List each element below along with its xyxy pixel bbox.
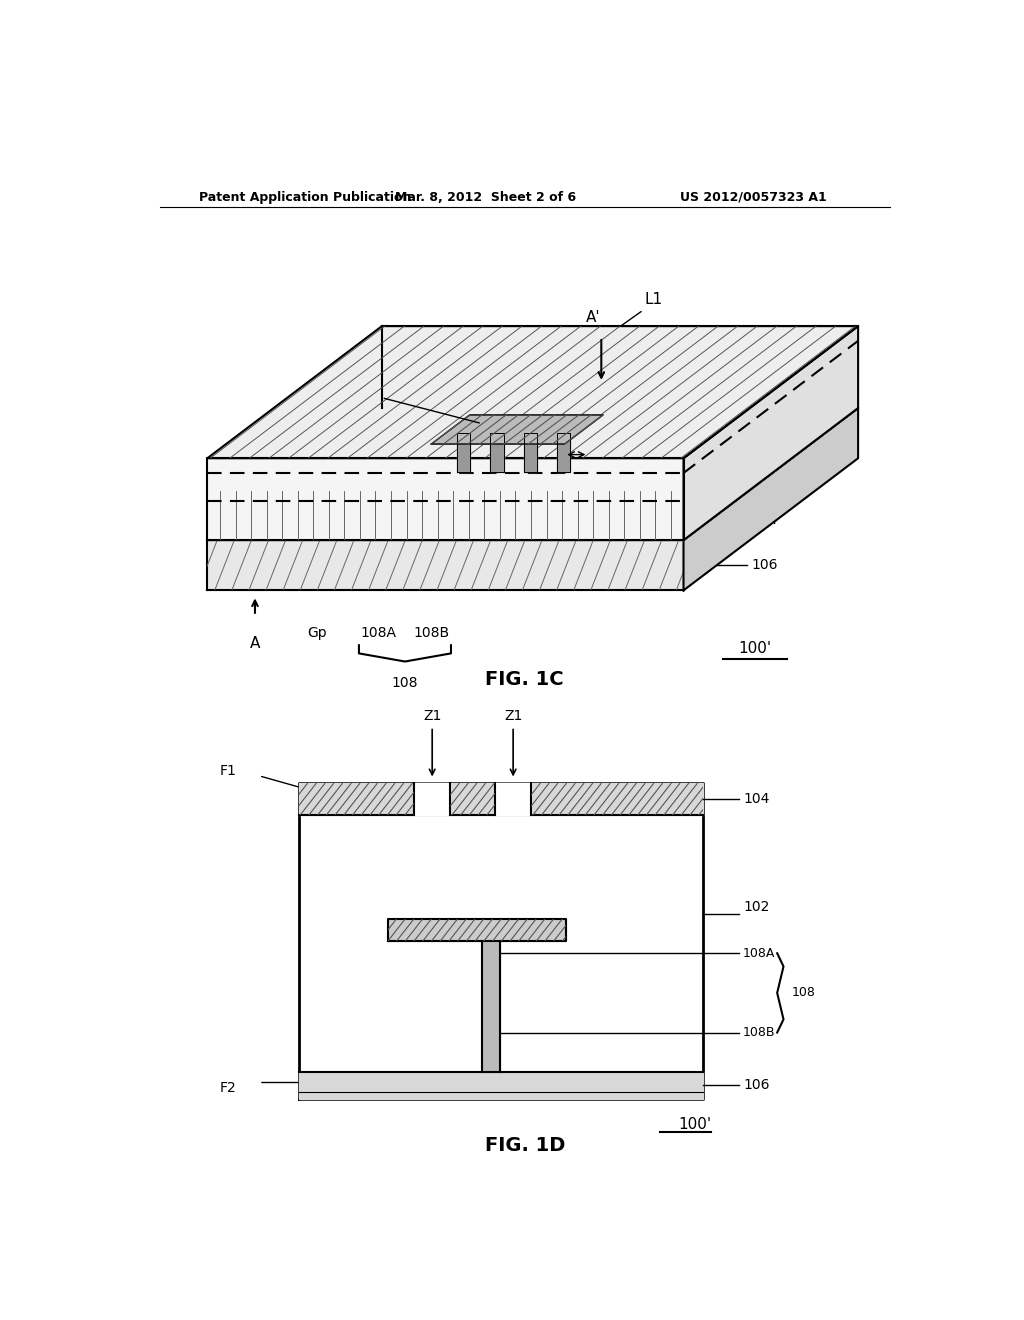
Text: Patent Application Publication: Patent Application Publication [200,191,412,203]
Polygon shape [207,458,684,540]
Polygon shape [388,919,565,941]
Text: US 2012/0057323 A1: US 2012/0057323 A1 [680,191,826,203]
Text: 104: 104 [751,512,777,527]
Text: 100': 100' [678,1117,712,1131]
Text: F2: F2 [219,1081,236,1094]
Text: F1: F1 [746,441,764,454]
Text: 102: 102 [743,900,769,913]
Text: 102: 102 [751,471,777,484]
Text: 108B: 108B [413,626,450,640]
Text: 106: 106 [743,1078,770,1092]
Polygon shape [414,784,451,814]
Text: FIG. 1D: FIG. 1D [484,1137,565,1155]
Polygon shape [482,941,500,1072]
Polygon shape [299,784,703,814]
Text: Z1: Z1 [423,709,441,722]
Text: 108: 108 [792,986,815,999]
Text: 108A: 108A [743,946,775,960]
Polygon shape [684,326,858,540]
Text: 106: 106 [751,558,777,573]
Text: 108A: 108A [360,626,396,640]
Text: 108B: 108B [743,1026,775,1039]
Text: F2: F2 [735,494,752,508]
Polygon shape [299,1072,703,1098]
Polygon shape [684,408,858,590]
Text: Z1: Z1 [504,709,522,722]
Text: A': A' [586,310,601,325]
Polygon shape [207,408,858,540]
Text: 108: 108 [392,676,418,690]
Polygon shape [523,433,537,471]
Text: 100': 100' [738,642,771,656]
Polygon shape [207,326,858,458]
Polygon shape [431,414,603,444]
Text: Mar. 8, 2012  Sheet 2 of 6: Mar. 8, 2012 Sheet 2 of 6 [394,191,575,203]
Text: F1: F1 [219,764,237,777]
Polygon shape [490,433,504,471]
Polygon shape [457,433,470,471]
Text: L1: L1 [645,292,664,306]
Text: FIG. 1C: FIG. 1C [485,669,564,689]
Polygon shape [495,784,531,814]
Text: 104: 104 [743,792,769,807]
Text: Z1: Z1 [375,374,394,388]
Polygon shape [557,433,570,471]
Text: Gp: Gp [307,626,327,640]
Polygon shape [207,540,684,590]
Text: A: A [250,636,260,651]
